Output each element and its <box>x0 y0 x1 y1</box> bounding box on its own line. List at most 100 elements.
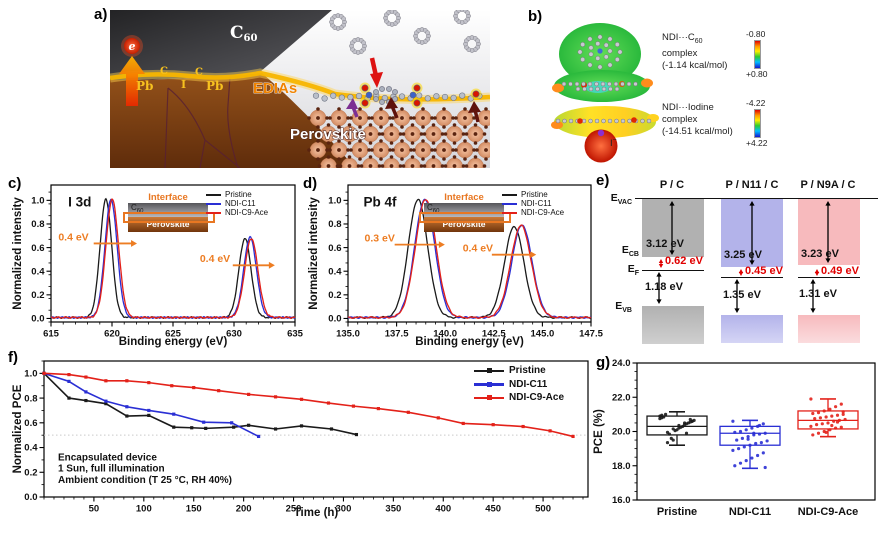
svg-text:0.0: 0.0 <box>24 492 37 503</box>
svg-text:625: 625 <box>165 329 182 340</box>
category-label: NDI-C9-Ace <box>798 506 859 518</box>
svg-text:0.6: 0.6 <box>328 243 341 254</box>
iodide-sphere <box>584 129 618 163</box>
complex2-caption: NDI···Iodine complex (-14.51 kcal/mol) <box>662 102 733 137</box>
evb-label: EVB <box>615 300 632 315</box>
energy-diagram-arrows <box>656 201 831 313</box>
legend-label: NDI-C11 <box>521 199 552 208</box>
gap-vb-pc: 1.18 eV <box>645 281 683 293</box>
svg-text:24.0: 24.0 <box>612 358 631 369</box>
nitrogen-atom <box>365 91 373 99</box>
svg-text:200: 200 <box>236 504 252 515</box>
pce-boxplot-chart: 16.0 18.0 20.0 22.0 24.0 PCE (%) Pristine NDI-C… <box>593 358 876 518</box>
panel-e-tag: e) <box>596 172 610 189</box>
svg-text:0.4: 0.4 <box>24 443 38 454</box>
stability-chart: 50 100 150 200 250 300 350 400 450 500 0.0 0.2 0.4 0.… <box>12 360 589 519</box>
svg-text:0.4 eV: 0.4 eV <box>200 253 230 265</box>
shift-annotation: 0.4 eV <box>58 232 138 247</box>
ef-line-pn9ac <box>798 277 860 279</box>
svg-text:140.0: 140.0 <box>433 329 457 340</box>
inset-perovskite-layer: Perovskite <box>128 217 208 232</box>
inset-interface-frame <box>123 212 215 223</box>
svg-text:0.0: 0.0 <box>31 314 44 325</box>
vb-block-pn11c <box>721 315 783 343</box>
complex1-caption: NDI···C60 complex (-1.14 kcal/mol) <box>662 32 728 71</box>
svg-text:18.0: 18.0 <box>612 461 631 472</box>
purple-up-arrow <box>346 98 359 118</box>
series-NDI-C9-Ace <box>42 371 575 439</box>
shift-annotation: 0.3 eV <box>365 233 445 249</box>
svg-text:0.4 eV: 0.4 eV <box>58 232 88 244</box>
c-label: C <box>195 67 203 78</box>
gap-cb-pc: 3.12 eV <box>646 238 684 250</box>
svg-text:137.5: 137.5 <box>385 329 409 340</box>
panel-f-tag: f) <box>8 349 18 366</box>
svg-text:16.0: 16.0 <box>612 495 631 506</box>
panel-d-tag: d) <box>303 175 318 192</box>
legend-line-ndic9ace <box>502 211 517 214</box>
svg-text:0.8: 0.8 <box>24 393 37 404</box>
svg-text:400: 400 <box>435 504 451 515</box>
ndi-iodine-complex-surface <box>551 106 659 163</box>
energy-gap-arrow <box>810 279 816 313</box>
nitrogen-atom <box>409 91 417 99</box>
perovskite-bulk-region <box>110 73 355 168</box>
c60-layer-region <box>110 10 332 80</box>
legend-label: NDI-C11 <box>509 378 548 390</box>
xps-i3d-chart: 615 620 625 630 635 0.0 0.2 0.4 0.6 0.8 1.0 Binding… <box>12 184 304 348</box>
grain-boundaries <box>164 76 241 168</box>
x-axis-title: Binding energy (eV) <box>119 336 228 348</box>
evac-label: EVAC <box>610 192 632 207</box>
evac-level-line <box>635 198 878 200</box>
svg-text:0.8: 0.8 <box>328 219 341 230</box>
gap-cb-pn11c: 3.25 eV <box>724 249 762 261</box>
electron-circle <box>124 38 140 54</box>
esp-colorbar-2 <box>754 109 761 138</box>
energy-gap-arrow <box>825 201 831 263</box>
vb-block-pn9ac <box>798 315 860 343</box>
legend-label: NDI-C11 <box>225 199 256 208</box>
inset-title: Interface <box>148 192 188 203</box>
legend-label: Pristine <box>509 365 546 377</box>
red-down-arrow <box>369 57 383 88</box>
iodine-atom <box>597 129 605 137</box>
xps-pb4f-chart: 135.0 137.5 140.0 142.5 145.0 147.5 0.0 0.2 0.4 0… <box>308 184 604 348</box>
electron-label: e <box>129 40 136 53</box>
oxygen-atom <box>472 90 480 98</box>
gap-cb-pn9ac: 3.23 eV <box>801 248 839 260</box>
colorbar1-min: +0.80 <box>746 69 768 79</box>
svg-text:0.4: 0.4 <box>31 266 45 277</box>
vb-block-pc <box>642 306 704 344</box>
legend-d: Pristine NDI-C11 NDI-C9-Ace <box>502 190 564 217</box>
svg-text:635: 635 <box>287 329 304 340</box>
interface-inset-d: Interface C60 Perovskite <box>419 192 511 232</box>
shift-annotation: 0.4 eV <box>463 243 537 259</box>
perovskite-label: Perovskite <box>290 126 366 143</box>
svg-text:1.0: 1.0 <box>24 369 37 380</box>
dark-red-up-arrow <box>385 97 481 123</box>
legend-label: Pristine <box>225 190 252 199</box>
svg-text:Encapsulated device: Encapsulated device <box>58 453 157 464</box>
scatter-NDI-C11 <box>731 419 769 470</box>
legend-line-pristine <box>474 368 504 373</box>
legend-line-ndic9ace <box>206 211 221 214</box>
svg-text:250: 250 <box>286 504 302 515</box>
box-Pristine <box>646 411 708 446</box>
plot-frame <box>636 362 876 501</box>
y-axis-title: Normalized PCE <box>12 384 24 473</box>
svg-text:145.0: 145.0 <box>531 329 555 340</box>
y-axis-title: Normalized intensity <box>12 197 24 310</box>
cb-block-pn9ac <box>798 199 860 265</box>
svg-text:350: 350 <box>385 504 401 515</box>
gap-f-pc: 0.62 eV <box>665 255 703 267</box>
oxygen-atom <box>413 99 421 107</box>
panel-a-tag: a) <box>94 6 108 23</box>
svg-text:150: 150 <box>186 504 202 515</box>
device-schematic: e Pb C I C Pb C60 EDIAs Perovskite <box>110 10 490 168</box>
gap-vb-pn9ac: 1.31 eV <box>799 288 837 300</box>
svg-text:Ambient condition (T 25 °C, RH: Ambient condition (T 25 °C, RH 40%) <box>58 475 232 486</box>
gap-f-pn11c: 0.45 eV <box>745 265 783 277</box>
energy-level-diagram: P / C P / N11 / C P / N9A / C EVAC ECB E… <box>590 170 880 365</box>
